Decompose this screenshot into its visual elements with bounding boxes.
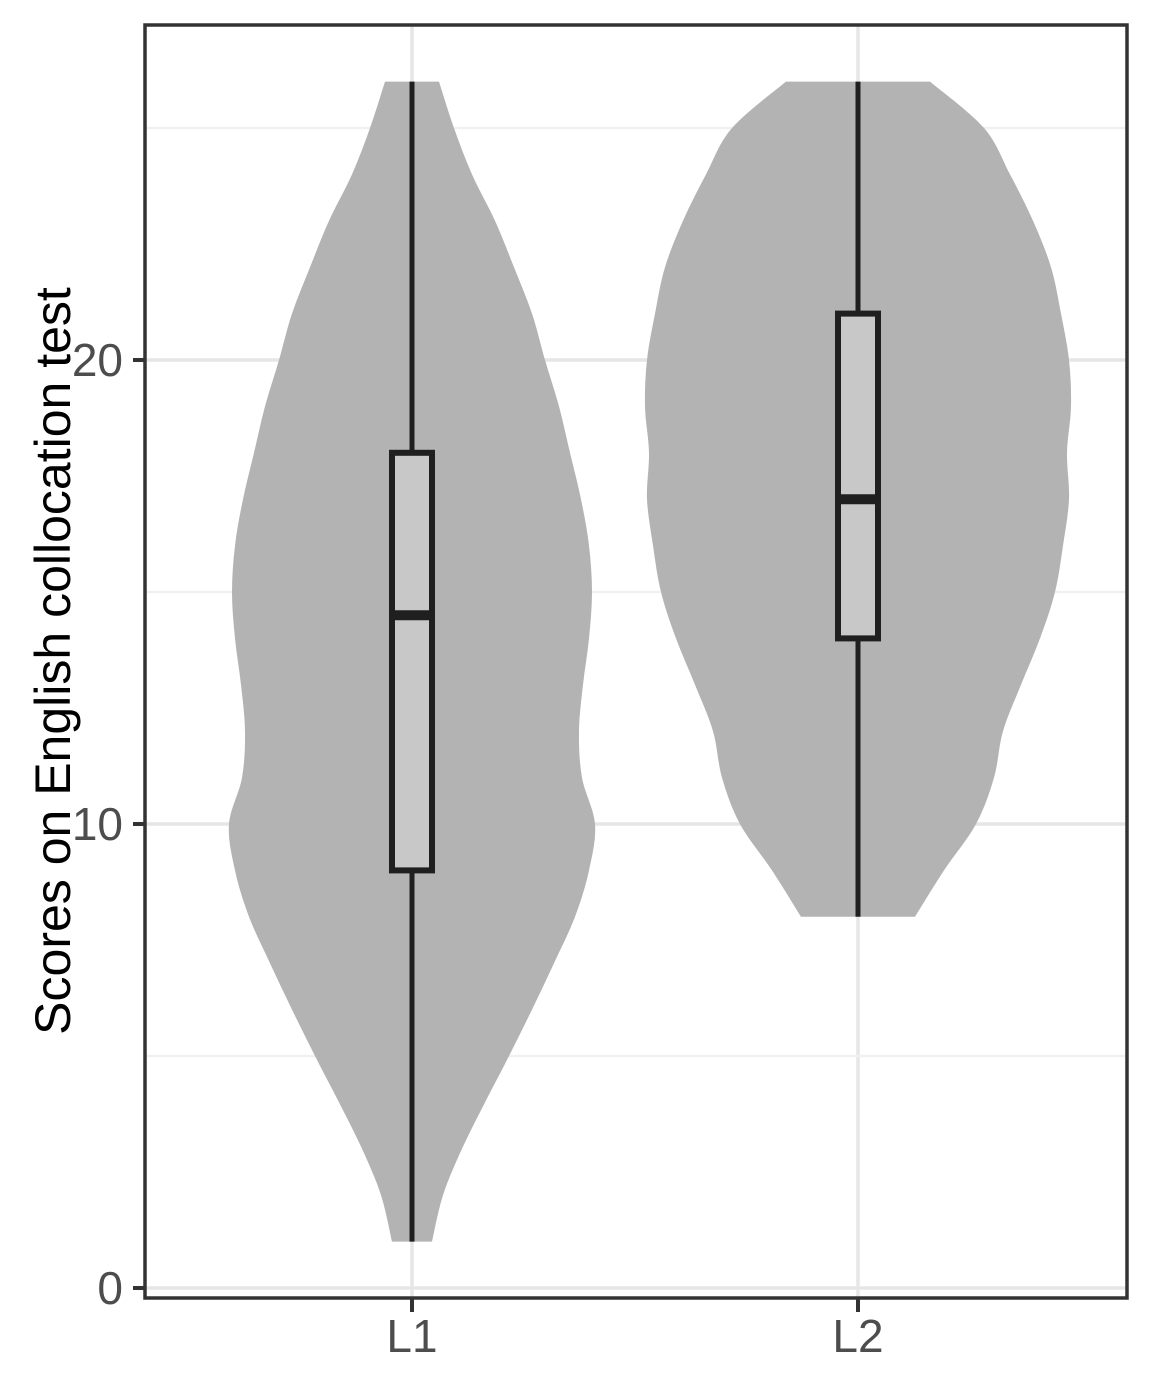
y-tick-label-10: 10 xyxy=(72,798,123,850)
y-tick-label-0: 0 xyxy=(97,1262,123,1314)
x-category-label-l2: L2 xyxy=(832,1310,883,1362)
y-axis-title: Scores on English collocation test xyxy=(25,287,81,1035)
y-tick-label-20: 20 xyxy=(72,334,123,386)
violin-data-layer xyxy=(228,81,1072,1242)
axis-text-layer: 0 10 20 L1 L2 Scores on English collocat… xyxy=(25,287,884,1362)
box-l1 xyxy=(389,449,435,874)
tick-marks-layer xyxy=(133,358,860,1312)
panel-border xyxy=(143,23,1129,1300)
x-category-label-l1: L1 xyxy=(386,1310,437,1362)
box-l2 xyxy=(835,310,881,642)
